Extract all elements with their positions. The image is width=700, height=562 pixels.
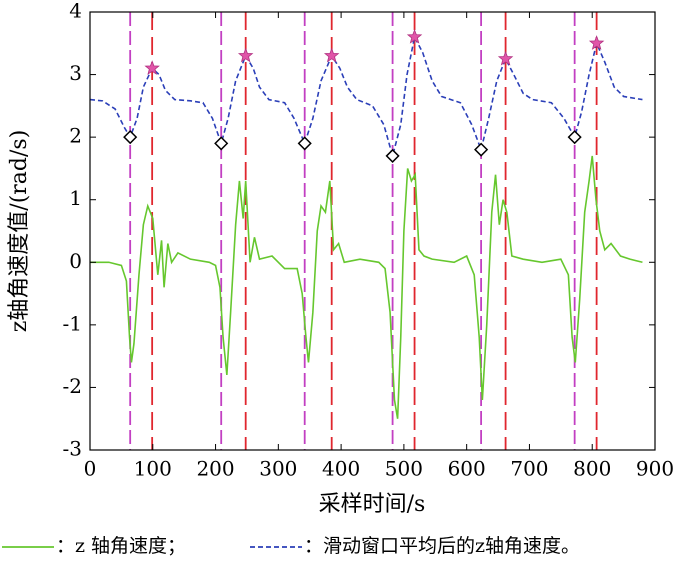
peak-marker — [588, 35, 605, 50]
x-tick-label: 700 — [510, 457, 548, 481]
legend-label: ：z 轴角速度； — [56, 535, 186, 557]
x-tick-label: 200 — [196, 457, 234, 481]
plot-frame — [89, 11, 656, 451]
y-tick-label: -2 — [63, 374, 82, 398]
peak-marker — [144, 60, 160, 75]
x-tick-label: 900 — [636, 457, 674, 481]
peak-marker — [406, 28, 423, 44]
data-line — [89, 34, 643, 159]
peak-marker — [323, 47, 340, 63]
x-tick-label: 300 — [259, 457, 297, 481]
y-tick-label: -3 — [63, 437, 82, 461]
valley-marker — [567, 130, 582, 145]
y-tick-label: 0 — [69, 249, 82, 273]
y-axis-label: z轴角速度值/(rad/s) — [7, 130, 32, 333]
peak-marker — [497, 50, 514, 66]
y-tick-label: -1 — [63, 311, 82, 335]
y-tick-label: 1 — [69, 186, 82, 210]
valley-marker — [297, 136, 312, 151]
y-tick-label: 3 — [69, 61, 82, 85]
x-tick-label: 100 — [134, 457, 172, 481]
data-line — [90, 155, 643, 419]
x-tick-label: 0 — [84, 457, 97, 481]
legend-label: ：滑动窗口平均后的z轴角速度。 — [304, 535, 580, 557]
y-tick-label: 2 — [69, 124, 82, 148]
peak-marker — [237, 47, 254, 63]
valley-marker — [474, 142, 489, 157]
x-axis-label: 采样时间/s — [319, 492, 426, 517]
x-tick-label: 800 — [573, 457, 611, 481]
valley-marker — [123, 130, 138, 145]
valley-marker — [214, 136, 229, 151]
valley-marker — [385, 148, 400, 163]
x-tick-label: 500 — [385, 457, 423, 481]
x-tick-label: 600 — [448, 457, 486, 481]
y-tick-label: 4 — [69, 0, 82, 23]
x-tick-label: 400 — [322, 457, 360, 481]
